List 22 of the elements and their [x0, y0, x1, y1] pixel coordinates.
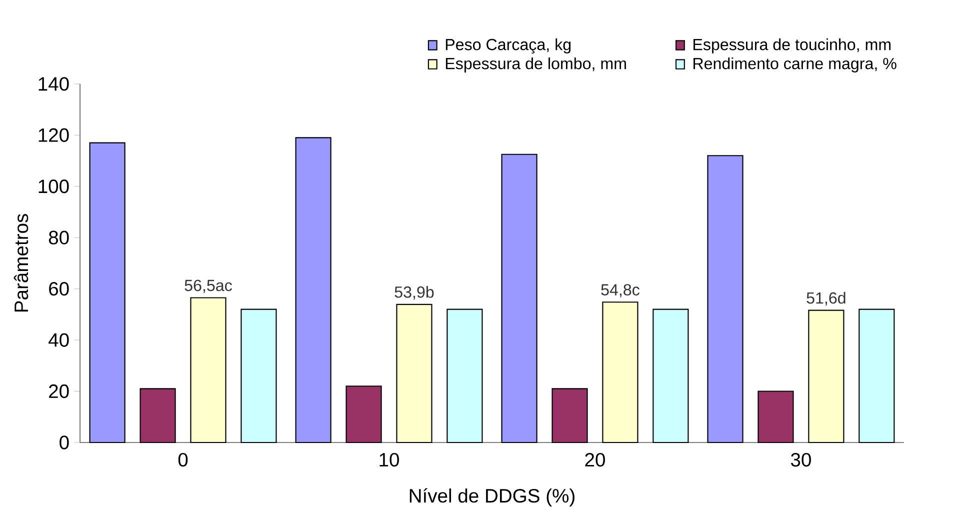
x-tick-label: 0	[178, 452, 188, 467]
y-tick-label: 120	[38, 128, 69, 142]
data-label: 54,8c	[601, 284, 640, 298]
y-tick-label: 0	[60, 436, 69, 450]
y-tick-label: 20	[49, 384, 69, 398]
y-tick-label: 80	[48, 230, 69, 244]
x-tick-label: 10	[380, 452, 399, 467]
x-axis-title: Nível de DDGS (%)	[410, 488, 574, 506]
legend-label: Rendimento carne magra, %	[694, 57, 896, 72]
y-tick-label: 100	[38, 180, 69, 194]
legend-label: Peso Carcaça, kg	[446, 38, 571, 54]
data-label: 53,9b	[394, 286, 434, 300]
y-axis-title: Parâmetros	[14, 214, 28, 312]
data-label: 51,6d	[806, 292, 846, 306]
legend-label: Espessura de lombo, mm	[446, 57, 626, 72]
x-tick-label: 20	[585, 452, 605, 467]
y-tick-label: 140	[38, 77, 69, 91]
y-tick-label: 60	[49, 282, 69, 296]
y-tick-label: 40	[48, 333, 69, 347]
data-label: 56,5ac	[184, 280, 232, 294]
x-tick-label: 30	[790, 452, 811, 467]
legend-label: Espessura de toucinho, mm	[694, 38, 891, 54]
